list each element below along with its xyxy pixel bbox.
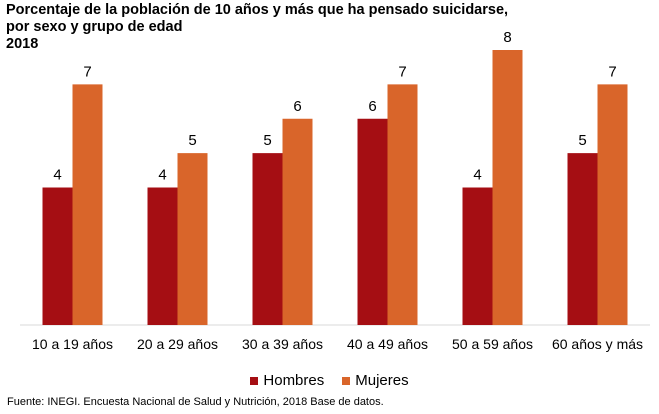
- x-tick-labels-group: 10 a 19 años 20 a 29 años 30 a 39 años 40 a…: [32, 336, 643, 352]
- chart-title: Porcentaje de la población de 10 años y …: [6, 2, 508, 53]
- title-line-1: Porcentaje de la población de 10 años y …: [6, 2, 509, 18]
- bar-mujeres-2: [282, 118, 313, 325]
- legend-swatch-hombres: [250, 376, 259, 385]
- bar-mujeres-3: [387, 84, 418, 325]
- legend: Hombres Mujeres: [0, 372, 659, 389]
- bar-hombres-5: [567, 153, 598, 325]
- bar-mujeres-1: [177, 153, 208, 325]
- legend-label-mujeres: Mujeres: [355, 372, 409, 389]
- legend-item-hombres: Hombres: [250, 372, 324, 389]
- bar-mujeres-0: [72, 84, 103, 325]
- source-note: Fuente: INEGI. Encuesta Nacional de Salu…: [7, 396, 384, 408]
- legend-label-hombres: Hombres: [263, 372, 325, 389]
- data-label-mujeres-1: 5: [188, 132, 196, 149]
- bar-hombres-0: [42, 187, 73, 325]
- bars-group: [42, 50, 628, 325]
- data-labels-group: 4 7 4 5 5 6 6 7 4 8 5 7: [53, 29, 616, 184]
- data-label-mujeres-5: 7: [608, 63, 616, 80]
- bar-mujeres-4: [492, 50, 523, 325]
- legend-item-mujeres: Mujeres: [342, 372, 409, 389]
- x-tick-label-4: 50 a 59 años: [452, 336, 533, 352]
- bar-mujeres-5: [597, 84, 628, 325]
- legend-swatch-mujeres: [342, 376, 351, 385]
- x-tick-label-3: 40 a 49 años: [347, 336, 428, 352]
- bar-hombres-1: [147, 187, 178, 325]
- bar-hombres-3: [357, 118, 388, 325]
- bar-hombres-4: [462, 187, 493, 325]
- x-tick-label-2: 30 a 39 años: [242, 336, 323, 352]
- bar-chart: 4 7 4 5 5 6 6 7 4 8 5 7 10 a 19 años 20 a 29 años 30 …: [20, 29, 650, 352]
- bar-hombres-2: [252, 153, 283, 325]
- data-label-hombres-5: 5: [578, 132, 586, 149]
- data-label-mujeres-2: 6: [293, 98, 301, 115]
- x-tick-label-0: 10 a 19 años: [32, 336, 113, 352]
- title-line-2: por sexo y grupo de edad: [6, 19, 183, 35]
- x-tick-label-1: 20 a 29 años: [137, 336, 218, 352]
- data-label-hombres-4: 4: [473, 167, 481, 184]
- data-label-hombres-2: 5: [263, 132, 271, 149]
- data-label-mujeres-3: 7: [398, 63, 406, 80]
- x-tick-label-5: 60 años y más: [552, 336, 643, 352]
- data-label-hombres-3: 6: [368, 98, 376, 115]
- data-label-hombres-0: 4: [53, 167, 61, 184]
- data-label-mujeres-0: 7: [83, 63, 91, 80]
- data-label-hombres-1: 4: [158, 167, 166, 184]
- title-line-3: 2018: [6, 36, 39, 52]
- data-label-mujeres-4: 8: [503, 29, 511, 46]
